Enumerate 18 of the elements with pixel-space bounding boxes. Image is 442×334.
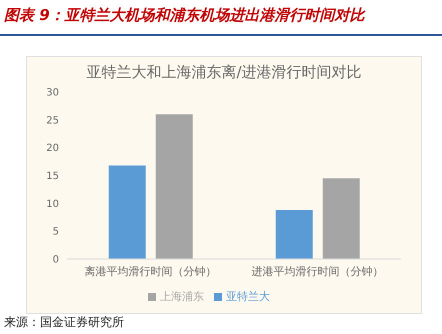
bar (322, 178, 360, 259)
chart-title: 图表 9：亚特兰大机场和浦东机场进出港滑行时间对比 (4, 6, 365, 25)
y-tick-label: 5 (52, 226, 59, 238)
y-tick-label: 10 (46, 198, 59, 210)
legend-label: 上海浦东 (160, 290, 204, 303)
bar (108, 165, 146, 259)
y-tick-label: 15 (46, 171, 59, 182)
y-tick-label: 25 (46, 115, 59, 126)
bar (276, 210, 313, 259)
x-tick-label: 进港平均滑行时间（分钟） (252, 264, 384, 278)
y-tick-label: 30 (46, 88, 59, 99)
legend-label: 亚特兰大 (226, 290, 270, 303)
x-tick-label: 离港平均滑行时间（分钟） (84, 264, 216, 278)
chart-subtitle: 亚特兰大和上海浦东离/进港滑行时间对比 (85, 63, 363, 82)
source-note: 来源：国金证券研究所 (4, 314, 124, 331)
y-tick-label: 0 (52, 254, 59, 266)
bar (156, 114, 193, 259)
y-tick-label: 20 (46, 143, 59, 154)
